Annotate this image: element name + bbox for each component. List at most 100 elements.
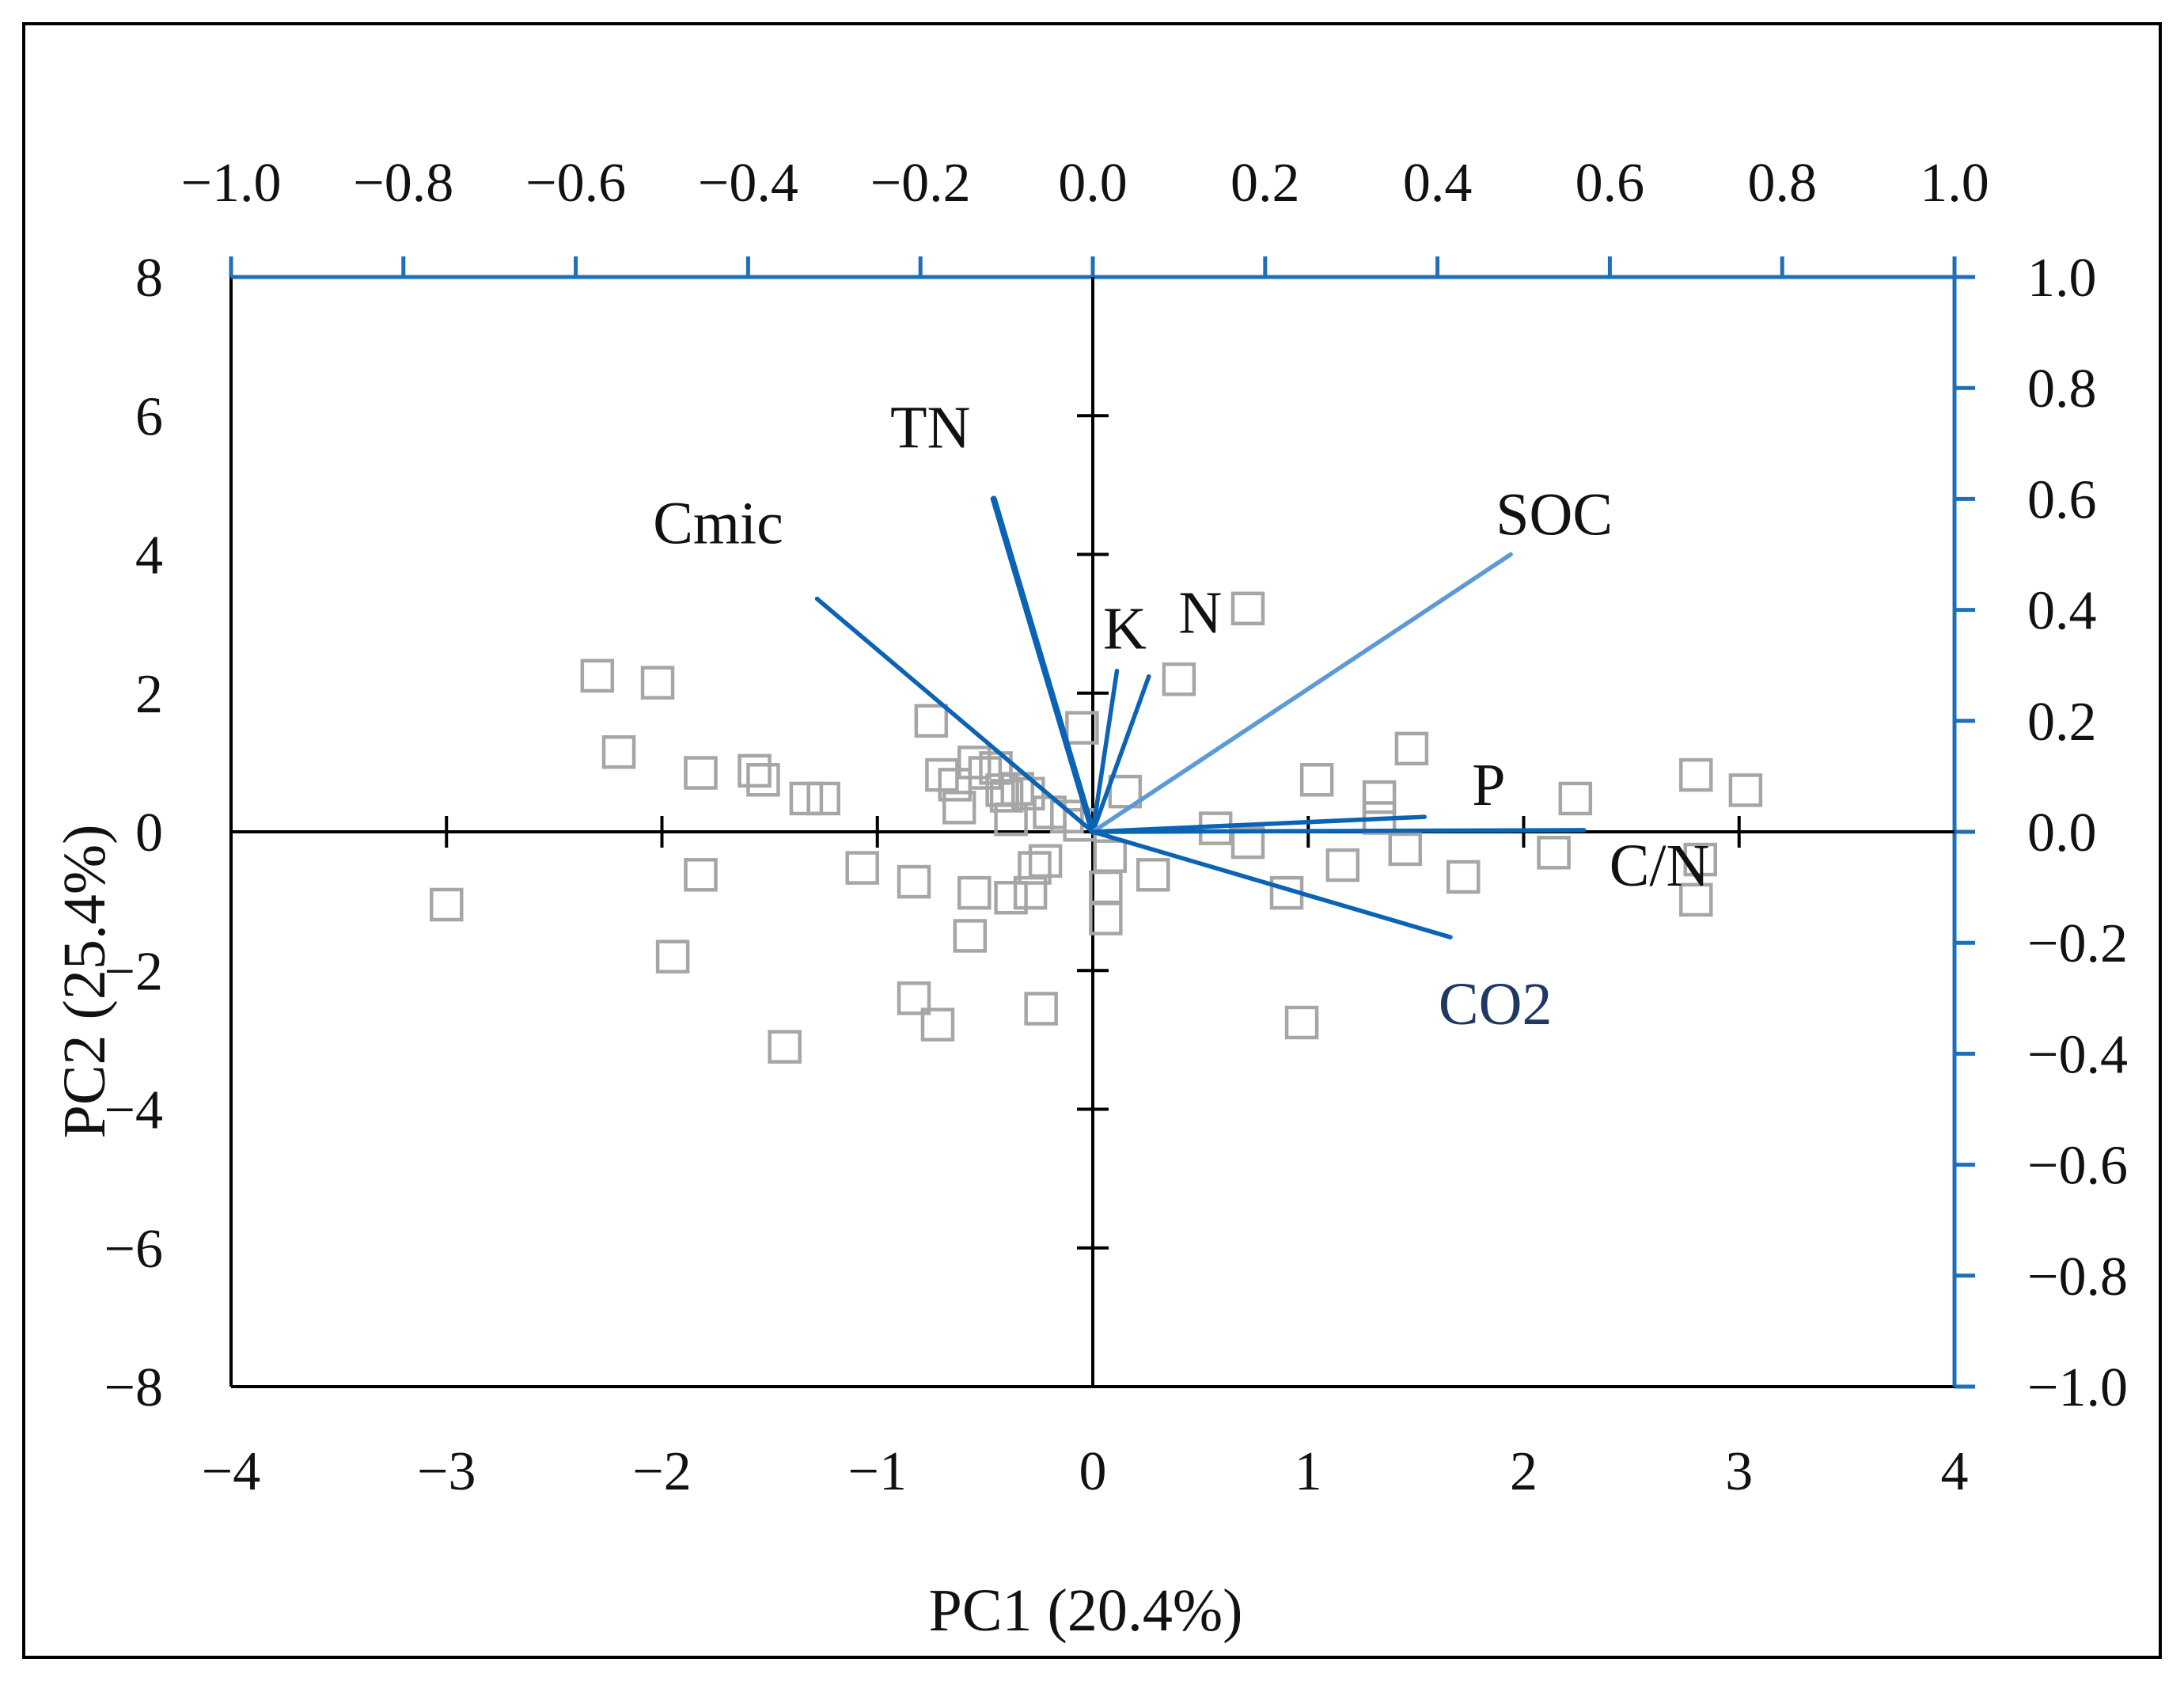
x-tick-label: 3 bbox=[1725, 1441, 1753, 1502]
score-point bbox=[1028, 844, 1063, 879]
top-loading-tick-label: 0.2 bbox=[1230, 153, 1300, 214]
loading-vector-p bbox=[1090, 814, 1428, 834]
loading-vector-n bbox=[1090, 674, 1151, 834]
score-point bbox=[1683, 842, 1717, 877]
score-point bbox=[1162, 662, 1196, 696]
x-tick-label: −2 bbox=[632, 1441, 691, 1502]
y-tick-label: −6 bbox=[104, 1219, 163, 1280]
score-point bbox=[1728, 773, 1763, 807]
score-point bbox=[768, 1030, 802, 1064]
score-point bbox=[994, 880, 1028, 915]
y-tick-label: 4 bbox=[135, 526, 163, 586]
score-point bbox=[806, 781, 840, 816]
x-tick-label: 1 bbox=[1295, 1441, 1322, 1502]
score-point bbox=[1679, 757, 1713, 792]
score-point bbox=[1362, 780, 1397, 814]
score-point bbox=[1388, 832, 1423, 867]
score-point bbox=[640, 666, 675, 700]
right-loading-tick-label: −1.0 bbox=[2027, 1357, 2128, 1418]
top-loading-tick-label: −1.0 bbox=[181, 153, 282, 214]
score-point bbox=[1394, 731, 1429, 766]
score-point bbox=[1065, 711, 1099, 745]
score-point bbox=[1230, 825, 1265, 860]
y-axis-title: PC2 (25.4%) bbox=[51, 825, 118, 1139]
score-point bbox=[1325, 848, 1360, 882]
y-tick-label: −8 bbox=[104, 1357, 163, 1418]
loading-vector-k bbox=[1090, 668, 1120, 834]
score-point bbox=[989, 779, 1024, 813]
score-point bbox=[789, 781, 824, 816]
x-tick-label: 4 bbox=[1941, 1441, 1969, 1502]
x-axis-title: PC1 (20.4%) bbox=[929, 1577, 1243, 1644]
top-loading-tick-label: −0.8 bbox=[353, 153, 453, 214]
top-loading-tick-label: 1.0 bbox=[1920, 153, 1989, 214]
score-point bbox=[1024, 992, 1058, 1026]
loading-vector-tn bbox=[990, 495, 1096, 835]
loading-label-cmic: Cmic bbox=[653, 491, 783, 557]
score-point bbox=[845, 851, 879, 885]
top-loading-tick-label: −0.4 bbox=[698, 153, 798, 214]
score-point bbox=[1018, 851, 1052, 885]
y-tick-label: 6 bbox=[135, 386, 163, 447]
x-tick-label: 0 bbox=[1079, 1441, 1107, 1502]
loading-label-k: K bbox=[1103, 596, 1147, 662]
loading-label-n: N bbox=[1178, 580, 1222, 647]
score-point bbox=[1089, 901, 1123, 935]
right-loading-tick-label: 0.2 bbox=[2027, 692, 2097, 753]
score-point bbox=[957, 746, 992, 780]
loading-vector-c-n bbox=[1090, 828, 1587, 834]
top-loading-tick-label: 0.8 bbox=[1747, 153, 1817, 214]
loading-label-tn: TN bbox=[890, 394, 970, 461]
score-point bbox=[920, 1008, 955, 1042]
score-point bbox=[942, 791, 976, 825]
loading-label-soc: SOC bbox=[1496, 482, 1613, 548]
score-point bbox=[1679, 882, 1713, 917]
right-loading-tick-label: 0.8 bbox=[2027, 359, 2097, 419]
top-loading-tick-label: 0.0 bbox=[1058, 153, 1128, 214]
loading-vector-co2 bbox=[1090, 829, 1453, 939]
score-point bbox=[746, 763, 780, 797]
right-loading-tick-label: 1.0 bbox=[2027, 248, 2097, 309]
right-loading-tick-label: −0.2 bbox=[2027, 913, 2128, 974]
score-point bbox=[1108, 774, 1143, 809]
loading-label-co2: CO2 bbox=[1439, 971, 1553, 1038]
score-point bbox=[897, 864, 931, 899]
score-point bbox=[1284, 1005, 1319, 1040]
score-point bbox=[914, 704, 949, 738]
right-loading-tick-label: −0.6 bbox=[2027, 1136, 2128, 1197]
x-tick-label: −3 bbox=[417, 1441, 476, 1502]
score-point bbox=[1013, 875, 1048, 910]
score-point bbox=[1537, 836, 1571, 870]
score-point bbox=[1000, 772, 1034, 806]
score-point bbox=[601, 734, 636, 769]
loading-vector-soc bbox=[1090, 552, 1513, 834]
score-point bbox=[684, 858, 718, 892]
score-point bbox=[897, 981, 931, 1015]
score-point bbox=[953, 919, 988, 953]
loading-vector-cmic bbox=[814, 596, 1095, 834]
score-point bbox=[1050, 799, 1084, 833]
score-point bbox=[979, 751, 1013, 785]
score-point bbox=[737, 753, 772, 788]
score-point bbox=[684, 756, 718, 790]
x-tick-label: 2 bbox=[1510, 1441, 1538, 1502]
score-point bbox=[968, 756, 1003, 790]
loading-label-p: P bbox=[1472, 752, 1505, 818]
y-tick-label: −4 bbox=[104, 1080, 163, 1141]
right-loading-tick-label: 0.6 bbox=[2027, 469, 2097, 530]
top-loading-tick-label: −0.2 bbox=[870, 153, 971, 214]
score-point bbox=[957, 875, 992, 910]
right-loading-tick-label: 0.4 bbox=[2027, 581, 2097, 642]
score-point bbox=[925, 757, 959, 792]
top-loading-tick-label: 0.6 bbox=[1575, 153, 1645, 214]
score-point bbox=[580, 658, 615, 693]
y-tick-label: 0 bbox=[135, 803, 163, 863]
loading-label-c-n: C/N bbox=[1610, 833, 1710, 899]
y-tick-label: −2 bbox=[104, 941, 163, 1002]
score-point bbox=[1447, 860, 1481, 894]
top-loading-tick-label: 0.4 bbox=[1403, 153, 1473, 214]
score-point bbox=[1230, 591, 1265, 626]
right-loading-tick-label: 0.0 bbox=[2027, 803, 2097, 863]
